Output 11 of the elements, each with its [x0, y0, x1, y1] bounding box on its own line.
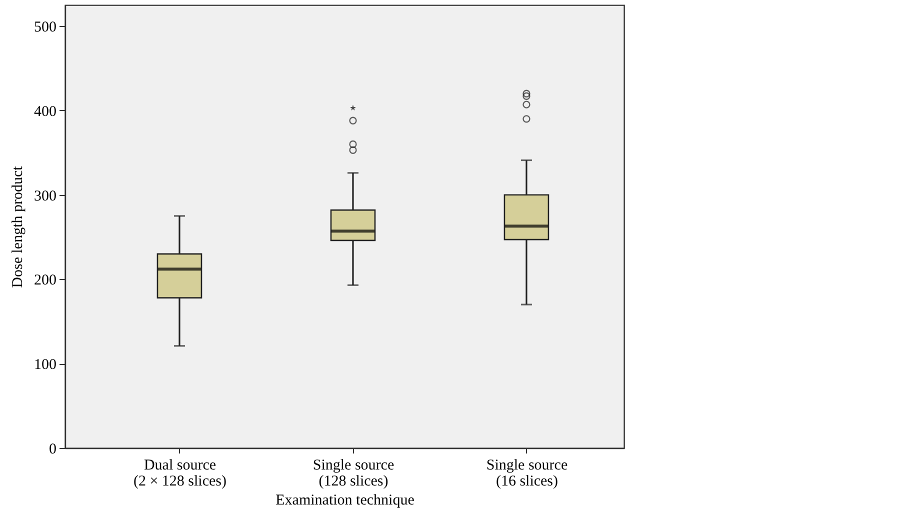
- y-tick-label: 200: [34, 272, 56, 289]
- y-tick-label: 400: [34, 104, 56, 120]
- y-tick-label: 0: [49, 442, 56, 458]
- y-tick-label: 300: [34, 188, 56, 204]
- x-tick-label: Single source (128 slices): [312, 458, 394, 490]
- y-tick-label: 500: [34, 20, 56, 36]
- y-tick-label: 100: [34, 357, 56, 374]
- x-tick-label: Single source (16 slices): [486, 458, 568, 490]
- x-tick-label: Dual source (2 × 128 slices): [133, 458, 226, 490]
- x-axis-title: Examination technique: [276, 492, 415, 508]
- y-axis-title: Dose length product: [10, 165, 26, 288]
